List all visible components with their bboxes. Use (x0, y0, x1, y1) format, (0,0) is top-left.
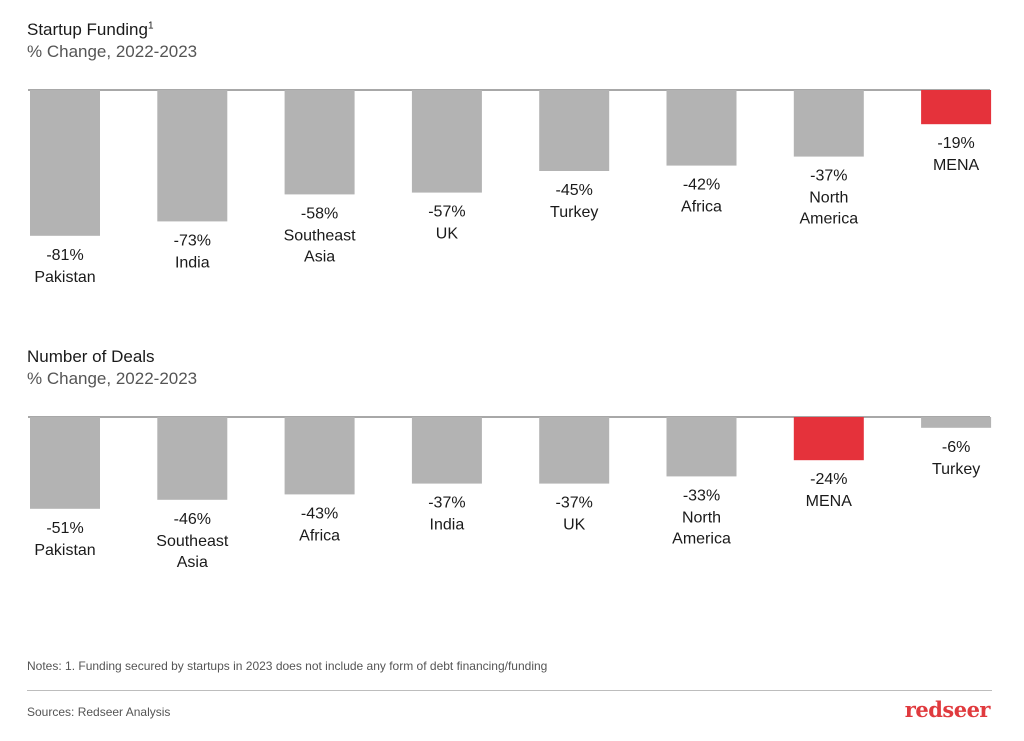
value-label: -73% (174, 232, 211, 249)
category-label: North (682, 509, 721, 526)
category-label: Asia (177, 554, 208, 571)
category-label: Pakistan (34, 269, 95, 286)
value-label: -81% (46, 247, 83, 264)
chart-1-title: Startup Funding1 (27, 20, 154, 39)
bar-southeast-asia (157, 417, 228, 500)
chart-2-title: Number of Deals (27, 347, 155, 366)
category-label: North (809, 190, 848, 207)
chart-2-subtitle: % Change, 2022-2023 (27, 369, 198, 388)
bar-pakistan (30, 90, 100, 236)
bar-india (411, 417, 482, 484)
category-label: Turkey (550, 204, 598, 221)
bar-mena (921, 90, 992, 125)
value-label: -37% (428, 495, 465, 512)
category-label: UK (563, 517, 586, 534)
bar-africa (284, 417, 355, 495)
bar-north-america (666, 417, 737, 477)
category-label: Pakistan (34, 542, 95, 559)
bar-southeast-asia (284, 90, 355, 195)
bar-turkey (921, 417, 992, 428)
category-label: Southeast (156, 533, 229, 550)
value-label: -37% (810, 168, 847, 185)
category-label: Asia (304, 248, 335, 265)
category-label: Southeast (284, 227, 357, 244)
bar-africa (666, 90, 737, 166)
value-label: -19% (937, 135, 974, 152)
sources: Sources: Redseer Analysis (27, 705, 171, 719)
category-label: UK (436, 226, 459, 243)
category-label: MENA (806, 493, 853, 510)
value-label: -58% (301, 205, 338, 222)
bar-turkey (539, 90, 610, 171)
value-label: -24% (810, 471, 847, 488)
bar-india (157, 90, 228, 222)
category-label: India (430, 517, 465, 534)
category-label: America (672, 530, 731, 547)
bar-uk (539, 417, 610, 484)
value-label: -42% (683, 177, 720, 194)
footnote: Notes: 1. Funding secured by startups in… (27, 659, 548, 673)
category-label: India (175, 254, 210, 271)
bar-pakistan (30, 417, 100, 509)
category-label: Africa (299, 527, 340, 544)
bar-uk (411, 90, 482, 193)
value-label: -43% (301, 505, 338, 522)
footer-divider (27, 690, 992, 691)
category-label: Turkey (932, 461, 980, 478)
value-label: -33% (683, 487, 720, 504)
value-label: -46% (174, 511, 211, 528)
number-of-deals-chart: -51% Pakistan -46% Southeast Asia -43% Africa -… (28, 416, 992, 571)
chart-1-subtitle: % Change, 2022-2023 (27, 42, 198, 61)
category-label: America (799, 211, 858, 228)
startup-funding-chart: -81% Pakistan -73% India -58% Southeast Asia -5… (28, 89, 992, 286)
value-label: -37% (556, 495, 593, 512)
value-label: -57% (428, 204, 465, 221)
value-label: -6% (942, 439, 970, 456)
redseer-logo: redseer (904, 697, 991, 722)
value-label: -51% (46, 520, 83, 537)
category-label: Africa (681, 199, 722, 216)
bar-north-america (793, 90, 864, 157)
chart-1-title-footnote: 1 (147, 20, 154, 32)
bar-mena (793, 417, 864, 461)
category-label: MENA (933, 157, 980, 174)
value-label: -45% (556, 182, 593, 199)
